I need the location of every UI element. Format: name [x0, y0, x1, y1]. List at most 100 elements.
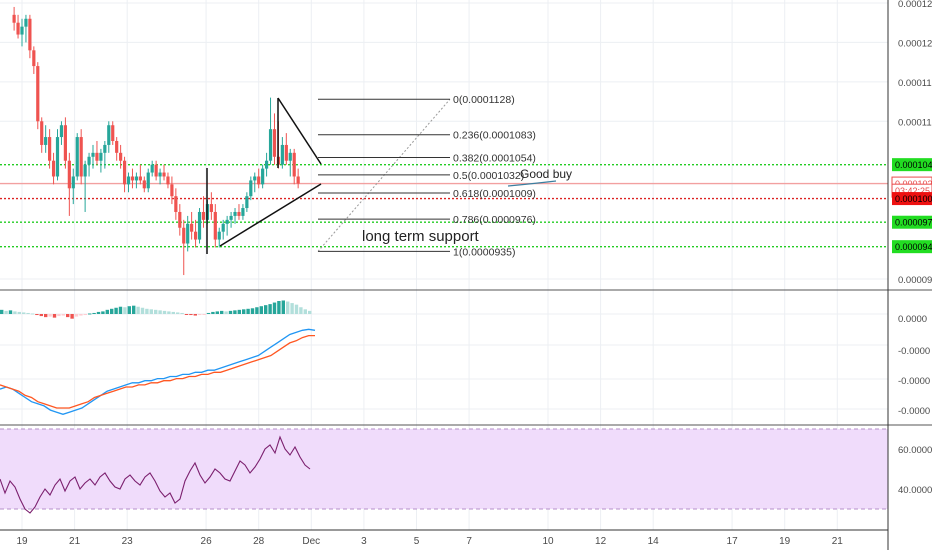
candle-body	[158, 172, 162, 177]
macd-histogram-bar	[162, 310, 167, 314]
macd-histogram-bar	[140, 307, 145, 314]
time-tick-label: 26	[201, 536, 213, 547]
macd-histogram-bar	[30, 313, 35, 315]
candle-body	[245, 196, 249, 209]
macd-histogram-bar	[114, 307, 118, 314]
macd-histogram-bar	[96, 311, 101, 314]
candle-body	[91, 152, 95, 157]
candle-body	[16, 22, 20, 35]
macd-histogram-bar	[101, 311, 105, 314]
macd-tick-label: -0.0000	[898, 376, 930, 387]
macd-histogram-bar	[26, 312, 30, 314]
rsi-line	[0, 435, 311, 514]
macd-histogram-bar	[233, 310, 237, 314]
triangle-upper-trendline	[277, 97, 322, 165]
macd-histogram-bar	[215, 311, 219, 314]
macd-histogram-bar	[224, 311, 228, 314]
candle-body	[229, 215, 233, 220]
candle-body	[296, 176, 300, 184]
candle-body	[24, 18, 28, 27]
macd-histogram-bar	[83, 314, 87, 316]
macd-histogram-bar	[250, 308, 255, 314]
macd-histogram-bar	[220, 310, 224, 314]
macd-histogram-bar	[44, 314, 48, 318]
rsi-band	[0, 429, 888, 509]
price-badge	[892, 215, 932, 229]
macd-histogram-bar	[294, 304, 299, 314]
macd-panel[interactable]	[0, 300, 316, 415]
candle-body	[79, 137, 83, 177]
drawing-tools[interactable]	[206, 97, 557, 254]
macd-histogram-bar	[79, 314, 83, 316]
candle-body	[95, 152, 99, 161]
price-badge	[892, 192, 932, 206]
macd-histogram-bar	[211, 311, 215, 314]
candle-body	[134, 176, 139, 181]
time-tick-label: Dec	[302, 536, 320, 547]
macd-histogram-bar	[145, 308, 149, 314]
fib-level-label: 0.618(0.0001009)	[453, 188, 536, 200]
macd-histogram-bar	[167, 311, 171, 314]
signal-line	[0, 334, 315, 409]
time-tick-label: 7	[466, 536, 472, 547]
macd-histogram-bar	[22, 312, 26, 314]
annotation-good-buy[interactable]: Good buy	[520, 167, 572, 181]
candle-body	[217, 231, 221, 240]
candle-body	[103, 144, 107, 153]
macd-histogram-bar	[110, 308, 114, 314]
time-axis[interactable]: 19 21 23 26 28 Dec 3 5 7 10 12 14 17 19 21	[16, 536, 843, 547]
macd-histogram-bar	[176, 312, 180, 314]
price-badge-label: 0.0000941	[895, 242, 932, 252]
macd-histogram-bar	[52, 314, 57, 318]
candle-body	[71, 176, 75, 189]
macd-histogram-bar	[259, 306, 263, 314]
price-tick-label: 0.0001200	[898, 38, 932, 49]
candle-body	[87, 156, 91, 165]
price-candles	[12, 6, 300, 276]
candle-body	[288, 152, 292, 161]
candle-body	[190, 223, 194, 232]
price-axis[interactable]: 0.0001250 0.0001200 0.0001150 0.0001100 0.00…	[891, 0, 932, 286]
macd-histogram-bar	[268, 304, 272, 314]
candle-body	[107, 125, 111, 145]
candle-body	[126, 176, 131, 185]
candle-body	[225, 219, 229, 224]
candle-body	[142, 180, 146, 189]
rsi-panel[interactable]	[0, 428, 888, 514]
macd-histogram-bar	[123, 307, 127, 314]
rsi-axis[interactable]: 60.0000 40.0000	[898, 445, 932, 496]
time-tick-label: 3	[361, 536, 367, 547]
candle-body	[209, 204, 213, 212]
macd-histogram-bar	[136, 306, 140, 314]
price-tick-label: 0.0001250	[898, 0, 932, 10]
price-tick-label: 0.0001100	[898, 117, 932, 128]
macd-histogram-bar	[255, 307, 259, 314]
price-badge-label: 03:42:25	[895, 186, 930, 196]
fib-level-label: 0(0.0001128)	[453, 94, 515, 106]
candle-body	[268, 129, 273, 161]
macd-axis[interactable]: 0.0000 -0.0000 -0.0000 -0.0000	[898, 314, 930, 417]
macd-histogram-bar	[189, 314, 193, 316]
candle-body	[170, 184, 174, 197]
macd-histogram-bar	[193, 314, 197, 316]
macd-histogram-bar	[154, 309, 158, 314]
candle-body	[182, 227, 186, 244]
annotation-long-term-support[interactable]: long term support	[362, 228, 480, 245]
candle-body	[51, 160, 56, 177]
price-badge	[892, 158, 932, 172]
time-tick-label: 21	[69, 536, 81, 547]
macd-histogram-bar	[228, 310, 233, 314]
candle-body	[55, 137, 60, 177]
fibonacci-retracement[interactable]: 0(0.0001128) 0.236(0.0001083) 0.382(0.0001…	[317, 94, 536, 258]
candle-body	[241, 208, 245, 216]
macd-histogram-bar	[171, 311, 175, 314]
candle-body	[178, 211, 182, 228]
triangle-lower-trendline	[219, 183, 322, 247]
candle-body	[292, 152, 296, 177]
macd-histogram-bar	[88, 313, 92, 315]
candle-body	[83, 164, 87, 177]
price-tick-label: 0.0000900	[898, 275, 932, 286]
fib-level-label: 1(0.0000935)	[453, 246, 515, 258]
candle-body	[272, 129, 277, 157]
